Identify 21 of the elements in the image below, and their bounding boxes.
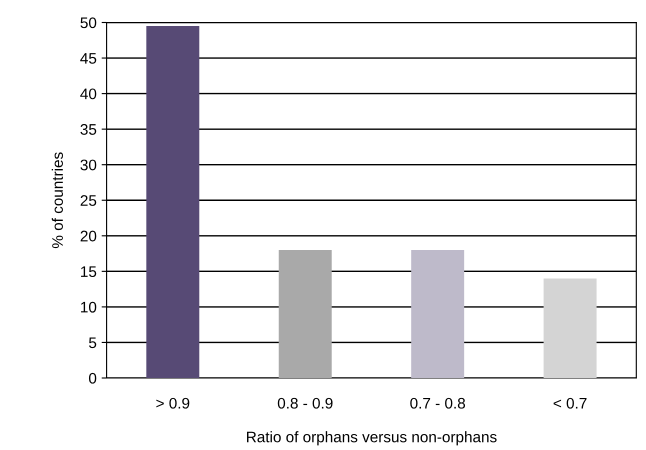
y-tick-label: 30: [80, 160, 96, 170]
y-tick-label: 45: [80, 53, 96, 64]
bar: [146, 26, 200, 378]
x-axis-title: Ratio of orphans versus non-orphans: [247, 431, 497, 446]
y-tick-label: 25: [80, 195, 96, 206]
x-tick-label: 0.7 - 0.8: [410, 398, 466, 409]
y-tick-label: 20: [80, 230, 96, 242]
y-axis-title: % of countries: [52, 152, 63, 248]
y-tick-label: 15: [81, 266, 96, 278]
bar: [278, 250, 332, 378]
y-tick-label: 35: [80, 124, 96, 135]
y-tick-label: 50: [80, 17, 96, 28]
bar: [544, 278, 597, 378]
x-tick-label: < 0.7: [554, 398, 587, 409]
x-tick-label: 0.8 - 0.9: [278, 398, 333, 409]
y-tick-label: 5: [88, 337, 96, 348]
bar: [411, 250, 464, 378]
y-tick-label: 10: [81, 302, 96, 313]
x-tick-label: > 0.9: [156, 398, 190, 409]
y-tick-label: 0: [88, 372, 96, 384]
y-tick-label: 40: [80, 88, 96, 100]
